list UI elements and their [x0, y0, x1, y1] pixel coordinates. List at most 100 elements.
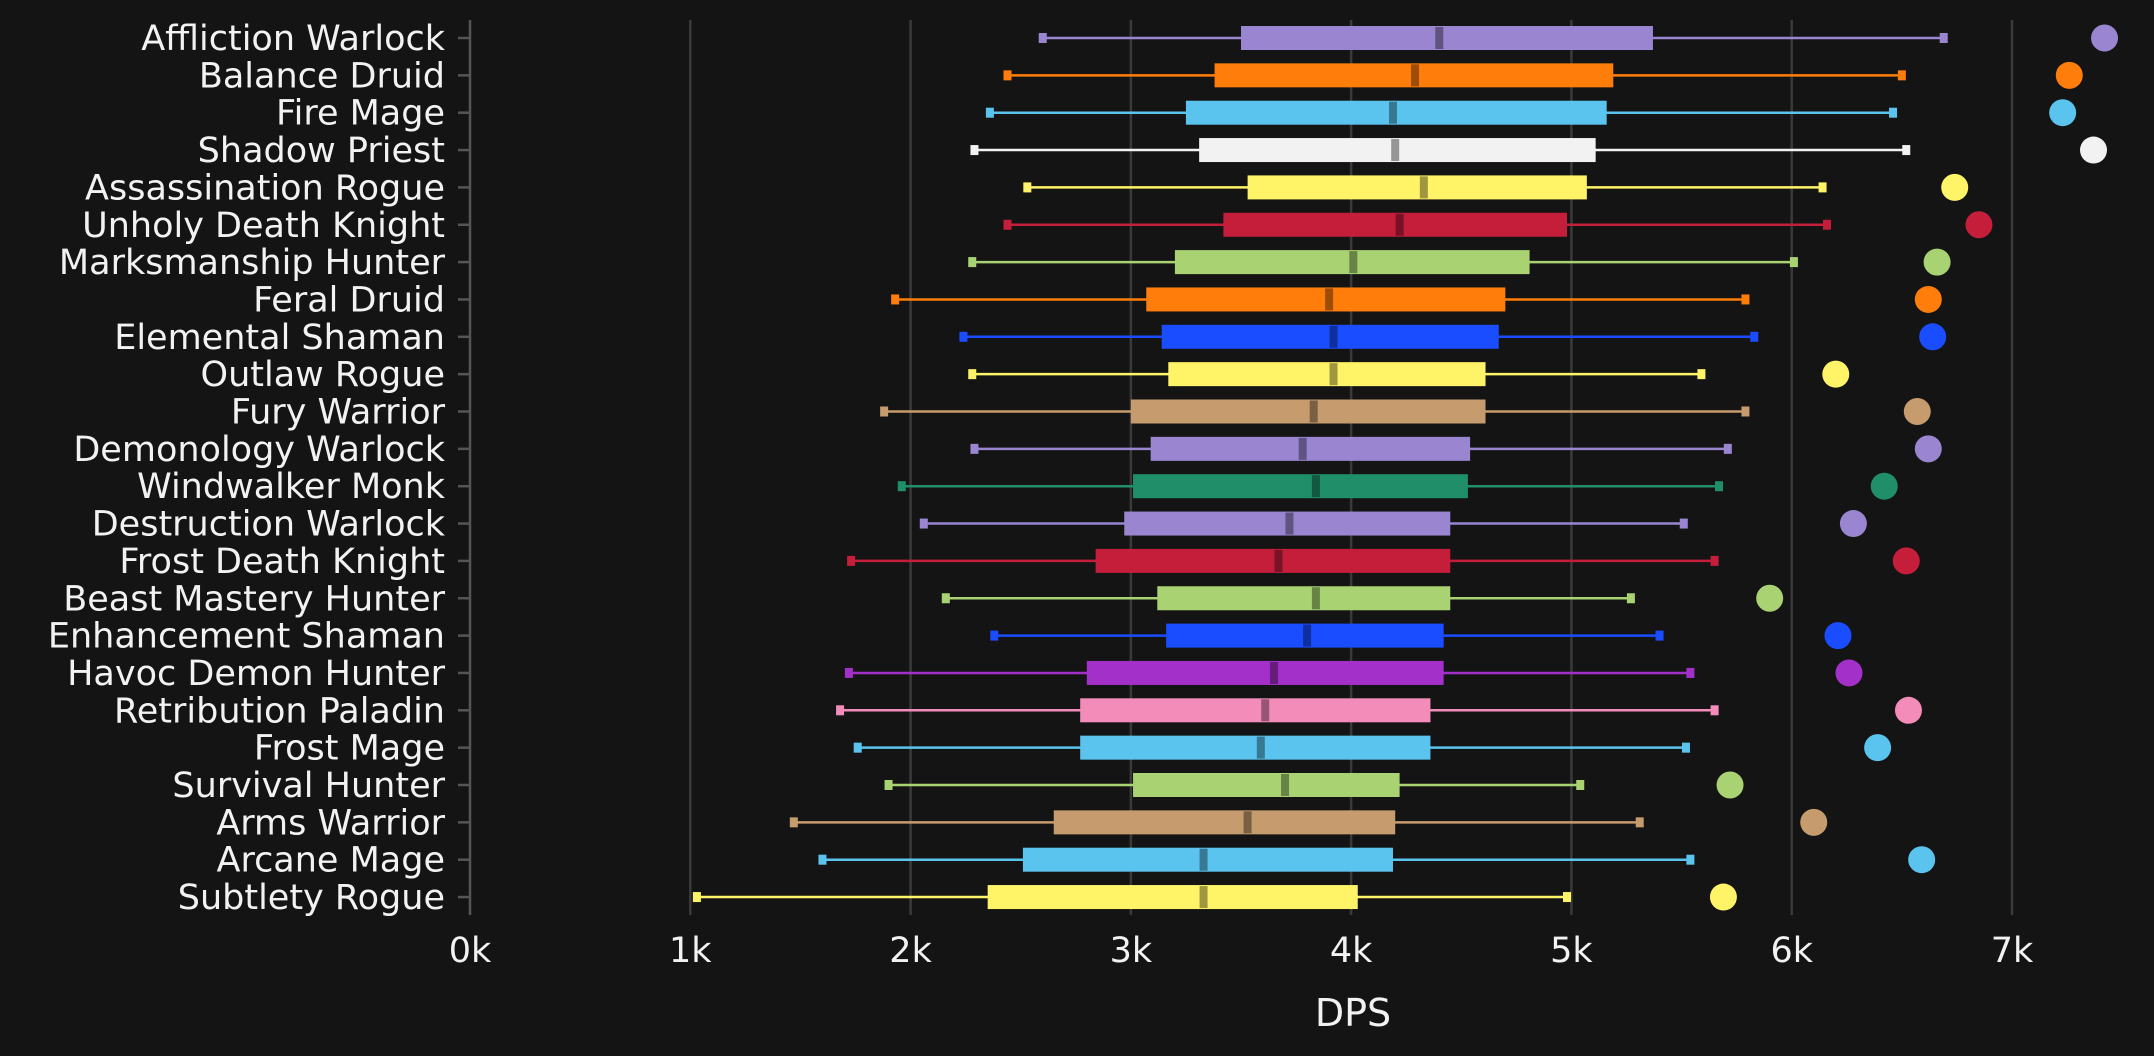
whisker-max-cap	[1710, 555, 1719, 566]
max-point	[1892, 547, 1920, 575]
iqr-box	[1247, 175, 1587, 200]
whisker-max-cap	[1741, 406, 1750, 417]
max-point	[1864, 734, 1892, 762]
max-point	[1756, 584, 1784, 612]
category-label: Unholy Death Knight	[82, 206, 445, 246]
category-label: Beast Mastery Hunter	[63, 579, 445, 619]
median-mark	[1311, 475, 1320, 498]
median-mark	[1298, 437, 1307, 460]
whisker-max-cap	[1681, 742, 1690, 753]
x-tick-label: 4k	[1330, 931, 1373, 971]
median-mark	[1199, 848, 1208, 871]
iqr-box	[1080, 698, 1431, 723]
whisker-max-cap	[1576, 780, 1585, 790]
whisker-max-cap	[1889, 107, 1898, 118]
max-point	[1965, 211, 1993, 239]
max-point	[1914, 285, 1942, 313]
iqr-box	[987, 885, 1358, 910]
series-row	[990, 622, 1852, 650]
whisker-max-cap	[1635, 817, 1644, 828]
category-label: Shadow Priest	[198, 131, 445, 171]
iqr-box	[1022, 847, 1393, 872]
median-mark	[1411, 64, 1420, 87]
iqr-box	[1223, 212, 1568, 237]
category-label: Arcane Mage	[217, 841, 446, 881]
iqr-box	[1166, 623, 1444, 648]
category-label: Windwalker Monk	[137, 467, 446, 507]
series-row	[1003, 211, 1993, 239]
max-point	[2049, 99, 2077, 127]
whisker-min-cap	[1003, 70, 1012, 81]
series-row	[818, 846, 1936, 874]
x-tick-label: 2k	[889, 931, 932, 971]
category-label: Demonology Warlock	[73, 430, 445, 470]
whisker-min-cap	[968, 369, 977, 380]
series-row	[941, 584, 1784, 612]
median-mark	[1329, 363, 1338, 386]
whisker-min-cap	[1038, 33, 1047, 43]
category-label: Balance Druid	[199, 56, 445, 96]
max-point	[1824, 622, 1852, 650]
x-tick-label: 3k	[1110, 931, 1153, 971]
iqr-box	[1150, 436, 1471, 461]
series-row	[789, 808, 1828, 836]
whisker-min-cap	[985, 107, 994, 118]
max-point	[1908, 846, 1936, 874]
max-point	[2091, 24, 2119, 52]
whisker-min-cap	[970, 443, 979, 454]
iqr-box	[1199, 138, 1596, 163]
category-label: Survival Hunter	[172, 766, 445, 806]
whisker-max-cap	[1715, 481, 1724, 492]
whisker-max-cap	[1723, 443, 1732, 454]
iqr-box	[1080, 735, 1431, 760]
category-label: Fury Warrior	[231, 393, 446, 433]
series-row	[897, 472, 1898, 500]
median-mark	[1329, 325, 1338, 348]
whisker-max-cap	[1818, 182, 1827, 193]
max-point	[1923, 248, 1951, 276]
iqr-box	[1157, 586, 1451, 611]
max-point	[2080, 136, 2108, 164]
median-mark	[1243, 811, 1252, 834]
max-point	[2055, 61, 2083, 89]
x-axis: 0k 1k 2k 3k 4k 5k 6k 7k	[449, 931, 2034, 971]
max-point	[1903, 398, 1931, 425]
max-point	[1839, 510, 1867, 538]
whisker-min-cap	[789, 817, 798, 828]
whisker-max-cap	[1686, 854, 1695, 865]
category-label: Marksmanship Hunter	[59, 243, 446, 283]
iqr-box	[1146, 287, 1506, 312]
category-label: Subtlety Rogue	[178, 878, 445, 918]
x-tick-label: 5k	[1550, 931, 1593, 971]
iqr-box	[1133, 773, 1400, 797]
category-label: Arms Warrior	[216, 803, 445, 843]
max-point	[1870, 472, 1898, 500]
series-row	[853, 734, 1892, 762]
whisker-max-cap	[1750, 331, 1759, 342]
category-label: Retribution Paladin	[114, 691, 445, 731]
series-group	[692, 24, 2119, 911]
series-row	[836, 696, 1922, 724]
series-row	[970, 136, 2108, 164]
whisker-max-cap	[1789, 257, 1798, 268]
iqr-box	[1053, 810, 1396, 835]
category-label: Assassination Rogue	[85, 168, 445, 208]
whisker-min-cap	[836, 705, 845, 716]
series-row	[968, 248, 1951, 276]
whisker-min-cap	[844, 667, 853, 678]
series-row	[1038, 24, 2119, 52]
iqr-box	[1161, 324, 1499, 349]
x-tick-label: 6k	[1770, 931, 1813, 971]
median-mark	[1199, 886, 1208, 909]
iqr-box	[1174, 250, 1530, 275]
whisker-min-cap	[853, 742, 862, 753]
whisker-min-cap	[990, 630, 999, 641]
series-row	[985, 99, 2077, 127]
whisker-max-cap	[1697, 369, 1706, 380]
max-point	[1822, 360, 1850, 388]
category-label: Havoc Demon Hunter	[67, 654, 446, 694]
median-mark	[1311, 587, 1320, 610]
whisker-max-cap	[1902, 145, 1911, 156]
whisker-max-cap	[1686, 667, 1695, 678]
category-label: Elemental Shaman	[114, 318, 445, 358]
